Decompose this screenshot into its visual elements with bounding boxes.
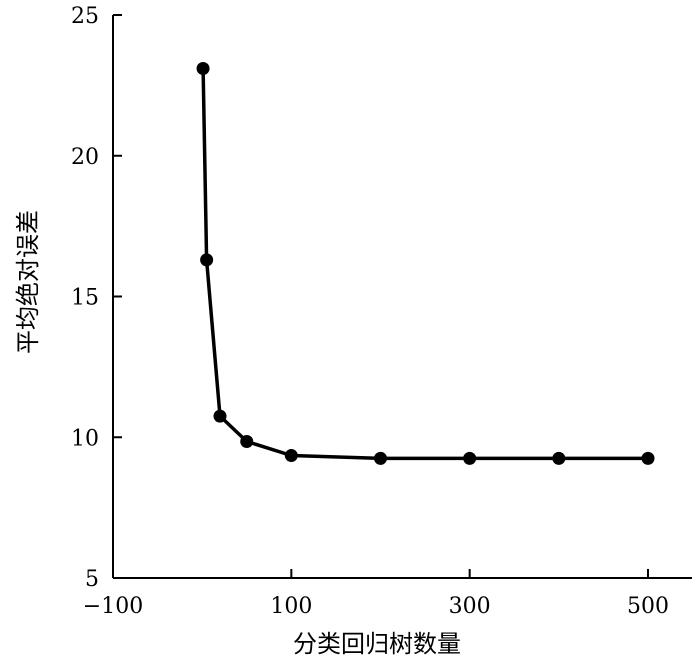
y-tick-label: 10	[71, 426, 99, 451]
axes	[112, 15, 692, 579]
ticks: 5 10 15 20 25 −100 100 300 500	[71, 4, 669, 619]
data-point	[284, 449, 298, 463]
y-tick-label: 5	[85, 567, 99, 592]
data-point	[463, 451, 477, 465]
x-tick-label: −100	[83, 594, 143, 619]
data-point	[240, 434, 254, 448]
y-axis-title: 平均绝对误差	[14, 210, 42, 354]
data-point	[374, 451, 387, 465]
data-point	[196, 61, 210, 75]
data-point	[552, 451, 566, 465]
x-tick-label: 300	[449, 594, 491, 619]
x-tick-label: 100	[270, 594, 312, 619]
x-axis-title: 分类回归树数量	[293, 630, 461, 658]
y-tick-label: 25	[71, 4, 99, 29]
y-tick-label: 20	[71, 145, 99, 170]
series-line	[201, 68, 648, 461]
y-tick-label: 15	[71, 286, 99, 311]
data-point	[200, 253, 214, 267]
x-tick-label: 500	[627, 594, 669, 619]
plot-area	[196, 61, 655, 465]
data-point	[641, 451, 655, 465]
data-point	[213, 409, 227, 423]
